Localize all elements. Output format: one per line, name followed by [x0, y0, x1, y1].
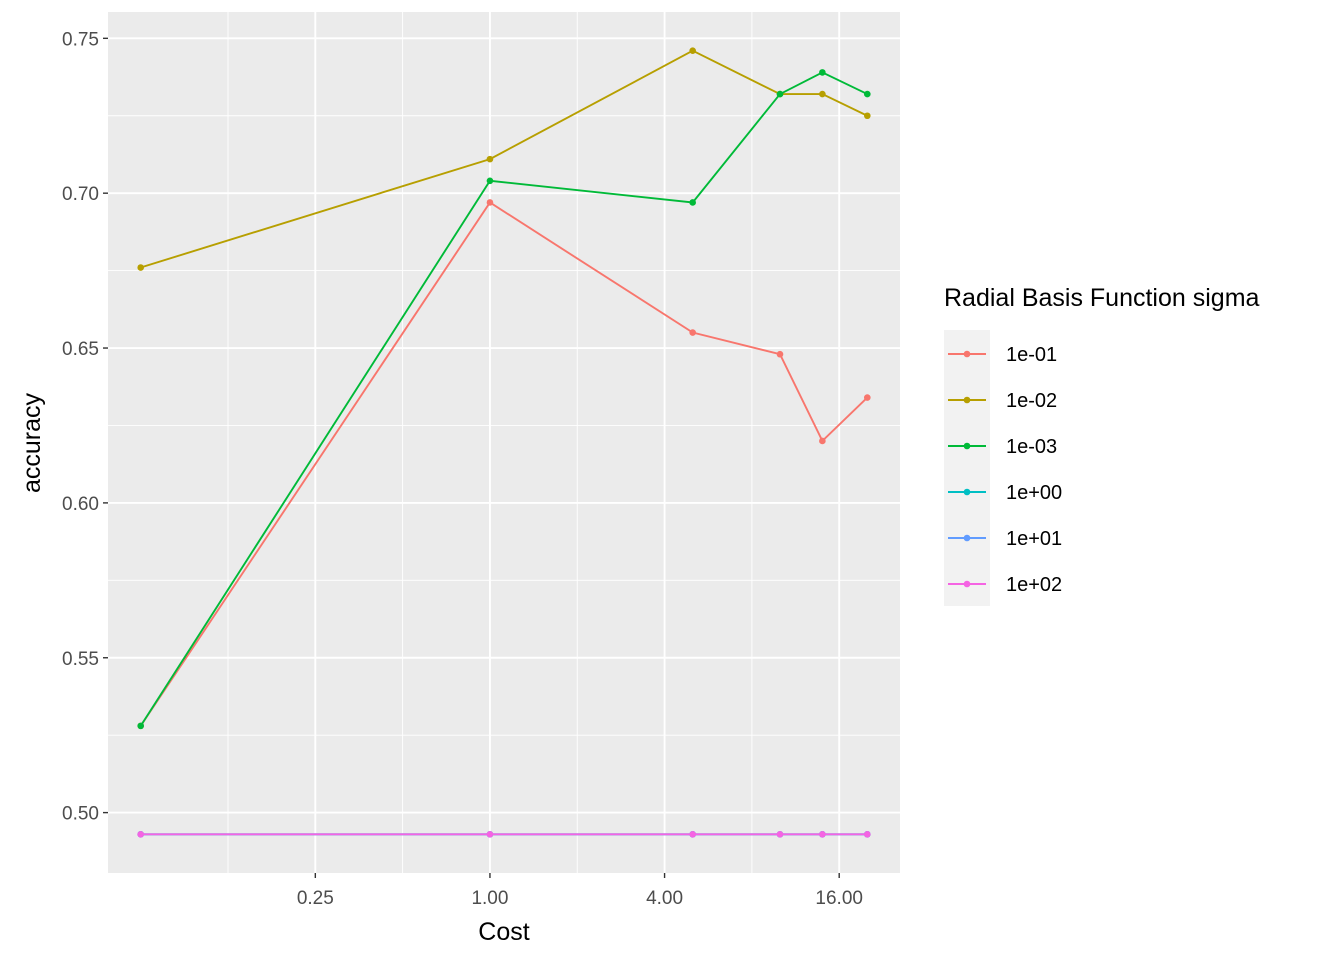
- x-tick-label: 4.00: [646, 888, 683, 909]
- y-axis-title: accuracy: [18, 392, 46, 493]
- legend-item: 1e-02: [948, 390, 1057, 412]
- x-tick-label: 0.25: [297, 888, 334, 909]
- data-point: [689, 329, 696, 336]
- y-tick-label: 0.60: [62, 494, 99, 515]
- data-point: [864, 90, 871, 98]
- x-axis-ticks: 0.25 1.00 4.00 16.00: [297, 873, 863, 909]
- y-axis-ticks: 0.50 0.55 0.60 0.65 0.70 0.75: [62, 29, 108, 825]
- y-tick-label: 0.50: [62, 804, 99, 825]
- x-tick-label: 1.00: [471, 888, 508, 909]
- legend-item: 1e-03: [948, 436, 1057, 458]
- legend-key-point: [963, 534, 971, 542]
- legend-key-background: [944, 330, 990, 606]
- data-point: [819, 90, 826, 98]
- y-tick-label: 0.70: [62, 184, 99, 205]
- legend-label: 1e-01: [1006, 344, 1057, 366]
- data-point: [137, 722, 144, 730]
- data-point: [137, 830, 144, 838]
- plot-panel: [108, 12, 900, 873]
- legend-label: 1e+02: [1006, 574, 1062, 596]
- minor-gridlines: [108, 12, 900, 873]
- legend-item: 1e+01: [948, 528, 1062, 550]
- y-tick-label: 0.65: [62, 339, 99, 360]
- series-line: [139, 201, 868, 727]
- legend-title: Radial Basis Function sigma: [944, 284, 1260, 312]
- data-point: [137, 264, 144, 271]
- major-gridlines: [108, 12, 900, 873]
- x-tick-label: 16.00: [815, 888, 863, 909]
- data-point: [776, 350, 784, 358]
- series-1e-03: [137, 69, 871, 730]
- data-point: [486, 830, 494, 838]
- x-axis-title: Cost: [478, 918, 529, 946]
- legend-key-point: [963, 442, 971, 450]
- data-point: [776, 830, 784, 838]
- data-point: [864, 830, 871, 838]
- data-point: [689, 830, 696, 838]
- data-point: [689, 199, 696, 206]
- legend-item: 1e+02: [948, 574, 1062, 596]
- y-tick-label: 0.55: [62, 649, 99, 670]
- legend-item: 1e+00: [948, 482, 1062, 504]
- y-tick-label: 0.75: [62, 29, 99, 50]
- legend: Radial Basis Function sigma 1e-011e-021e…: [944, 284, 1260, 606]
- legend-key-point: [963, 488, 971, 496]
- series-layer: [137, 47, 871, 838]
- data-point: [819, 830, 826, 838]
- legend-key-point: [963, 396, 971, 404]
- data-point: [819, 437, 826, 445]
- data-point: [486, 199, 494, 206]
- data-point: [689, 47, 696, 55]
- data-point: [864, 394, 871, 401]
- data-point: [819, 69, 826, 76]
- legend-label: 1e-03: [1006, 436, 1057, 458]
- legend-label: 1e+00: [1006, 482, 1062, 504]
- data-point: [776, 90, 784, 98]
- data-point: [486, 155, 494, 163]
- legend-items: 1e-01 1e-02 1e-03 1e+00 1e+01 1e+02: [948, 344, 1062, 596]
- legend-key-point: [963, 580, 971, 588]
- series-line: [139, 71, 868, 727]
- data-point: [864, 112, 871, 120]
- data-point: [486, 177, 494, 185]
- series-1e+02: [137, 830, 871, 838]
- legend-key-point: [963, 350, 971, 358]
- legend-item: 1e-01: [948, 344, 1057, 366]
- series-line: [140, 49, 868, 269]
- legend-label: 1e+01: [1006, 528, 1062, 550]
- legend-label: 1e-02: [1006, 390, 1057, 412]
